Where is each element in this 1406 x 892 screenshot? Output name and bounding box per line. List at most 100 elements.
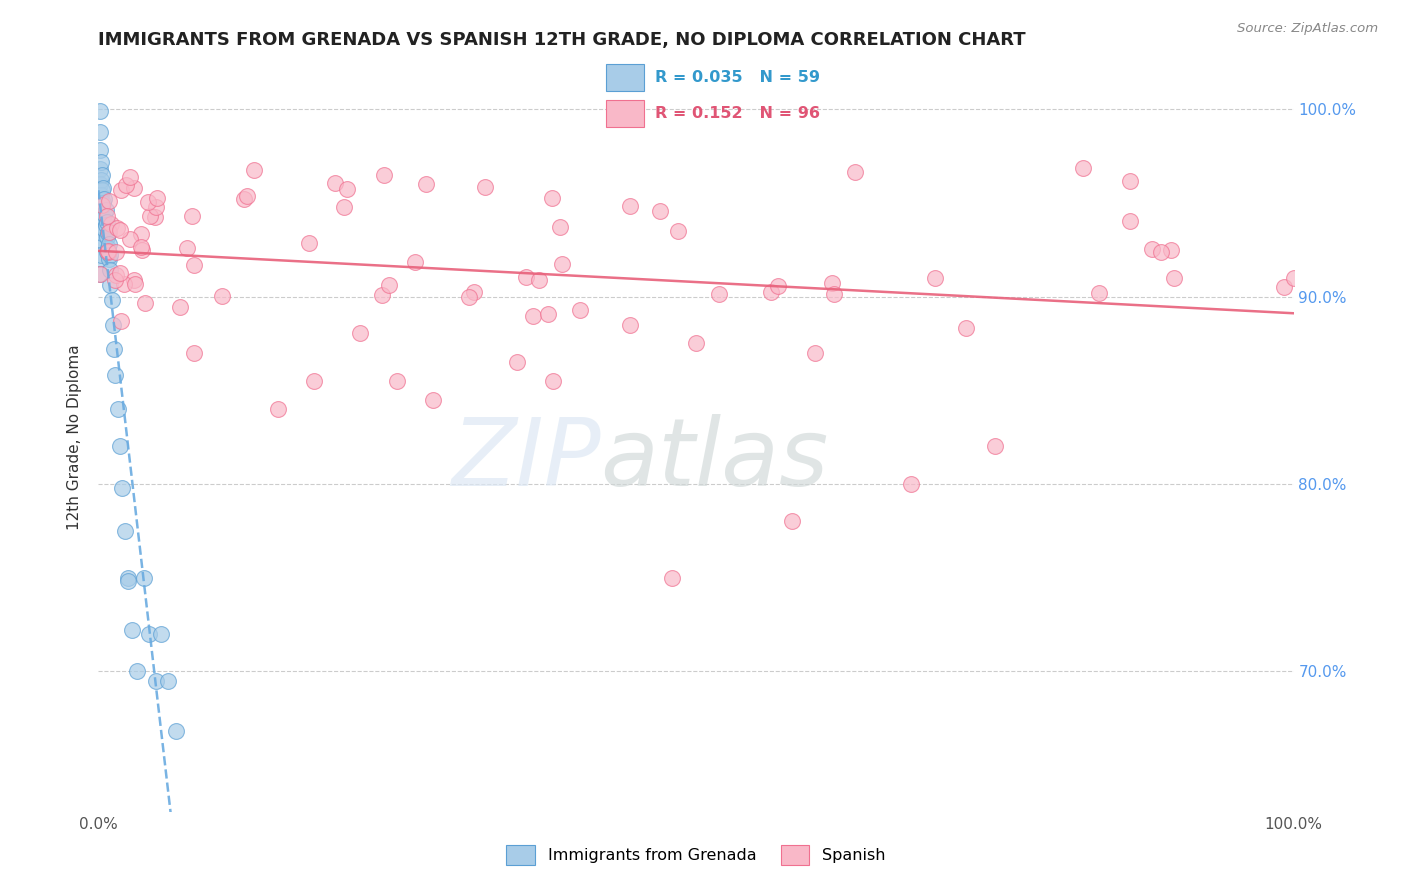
Point bbox=[122, 273, 145, 287]
Point bbox=[131, 243, 153, 257]
Point bbox=[129, 227, 152, 242]
Point bbox=[1272, 280, 1295, 294]
Point bbox=[89, 162, 111, 177]
Point bbox=[924, 270, 946, 285]
Point bbox=[98, 225, 121, 239]
Point bbox=[91, 211, 114, 225]
Point bbox=[104, 273, 127, 287]
Point bbox=[94, 219, 117, 233]
Point bbox=[176, 241, 198, 255]
Point bbox=[124, 277, 146, 291]
Point bbox=[302, 374, 325, 388]
Text: atlas: atlas bbox=[600, 414, 828, 505]
Point bbox=[93, 192, 115, 206]
Point bbox=[1119, 174, 1142, 188]
Point bbox=[984, 439, 1007, 453]
Point bbox=[98, 252, 121, 266]
Point bbox=[118, 232, 141, 246]
Point bbox=[666, 224, 689, 238]
Point bbox=[236, 189, 259, 203]
Point bbox=[97, 244, 120, 258]
Point bbox=[536, 307, 558, 321]
Point bbox=[121, 623, 143, 637]
Point bbox=[91, 183, 114, 197]
Point bbox=[804, 345, 827, 359]
Point bbox=[415, 177, 437, 191]
Point bbox=[766, 279, 789, 293]
Point bbox=[90, 248, 112, 262]
Point bbox=[112, 277, 135, 292]
Point bbox=[506, 355, 529, 369]
Point bbox=[117, 571, 139, 585]
Point bbox=[108, 266, 131, 280]
Point bbox=[661, 571, 683, 585]
Point bbox=[104, 268, 127, 282]
Point bbox=[89, 222, 111, 236]
Point bbox=[90, 219, 112, 233]
Point bbox=[780, 514, 803, 528]
FancyBboxPatch shape bbox=[606, 100, 644, 128]
Point bbox=[91, 181, 114, 195]
Point bbox=[707, 286, 730, 301]
Point bbox=[125, 664, 148, 679]
Point bbox=[1088, 286, 1111, 301]
Point bbox=[551, 257, 574, 271]
Point bbox=[90, 188, 112, 202]
Point bbox=[89, 104, 111, 119]
Point bbox=[90, 173, 112, 187]
Point bbox=[1118, 213, 1140, 227]
Point bbox=[103, 342, 125, 356]
Point bbox=[474, 180, 496, 194]
Point bbox=[91, 226, 114, 240]
Point bbox=[98, 278, 122, 293]
Legend: Immigrants from Grenada, Spanish: Immigrants from Grenada, Spanish bbox=[501, 838, 891, 871]
Point bbox=[404, 255, 426, 269]
Point bbox=[515, 270, 537, 285]
Point bbox=[165, 724, 187, 739]
Text: R = 0.035   N = 59: R = 0.035 N = 59 bbox=[655, 70, 820, 85]
Text: Source: ZipAtlas.com: Source: ZipAtlas.com bbox=[1237, 22, 1378, 36]
Point bbox=[323, 176, 346, 190]
Point bbox=[569, 302, 592, 317]
Point bbox=[458, 290, 481, 304]
Point bbox=[89, 207, 111, 221]
Point bbox=[1071, 161, 1094, 175]
Point bbox=[104, 368, 127, 383]
Point bbox=[823, 287, 845, 301]
Point bbox=[110, 183, 132, 197]
Point bbox=[541, 374, 564, 388]
Point bbox=[91, 198, 114, 212]
Point bbox=[422, 392, 444, 407]
Point bbox=[955, 321, 977, 335]
Point bbox=[1150, 244, 1173, 259]
Point bbox=[298, 236, 321, 251]
Point bbox=[114, 524, 136, 538]
Point bbox=[89, 267, 111, 281]
Point bbox=[96, 214, 118, 228]
Point bbox=[96, 209, 118, 223]
Point bbox=[648, 204, 671, 219]
Text: ZIP: ZIP bbox=[451, 414, 600, 505]
Point bbox=[373, 168, 395, 182]
Point bbox=[136, 194, 159, 209]
Point bbox=[89, 192, 111, 206]
Point bbox=[97, 245, 120, 260]
Point bbox=[1282, 270, 1305, 285]
Point bbox=[97, 226, 120, 240]
Point bbox=[89, 252, 111, 266]
Point bbox=[98, 237, 121, 252]
Point bbox=[107, 401, 129, 416]
Point bbox=[90, 203, 112, 218]
Point bbox=[183, 258, 205, 272]
Point bbox=[111, 481, 134, 495]
Point bbox=[145, 200, 167, 214]
Point bbox=[333, 200, 356, 214]
Point bbox=[124, 180, 146, 194]
Point bbox=[98, 263, 122, 277]
Y-axis label: 12th Grade, No Diploma: 12th Grade, No Diploma bbox=[67, 344, 83, 530]
Point bbox=[541, 191, 564, 205]
Point bbox=[117, 574, 139, 589]
Point bbox=[138, 626, 160, 640]
Point bbox=[1140, 242, 1163, 256]
Point bbox=[110, 314, 132, 328]
